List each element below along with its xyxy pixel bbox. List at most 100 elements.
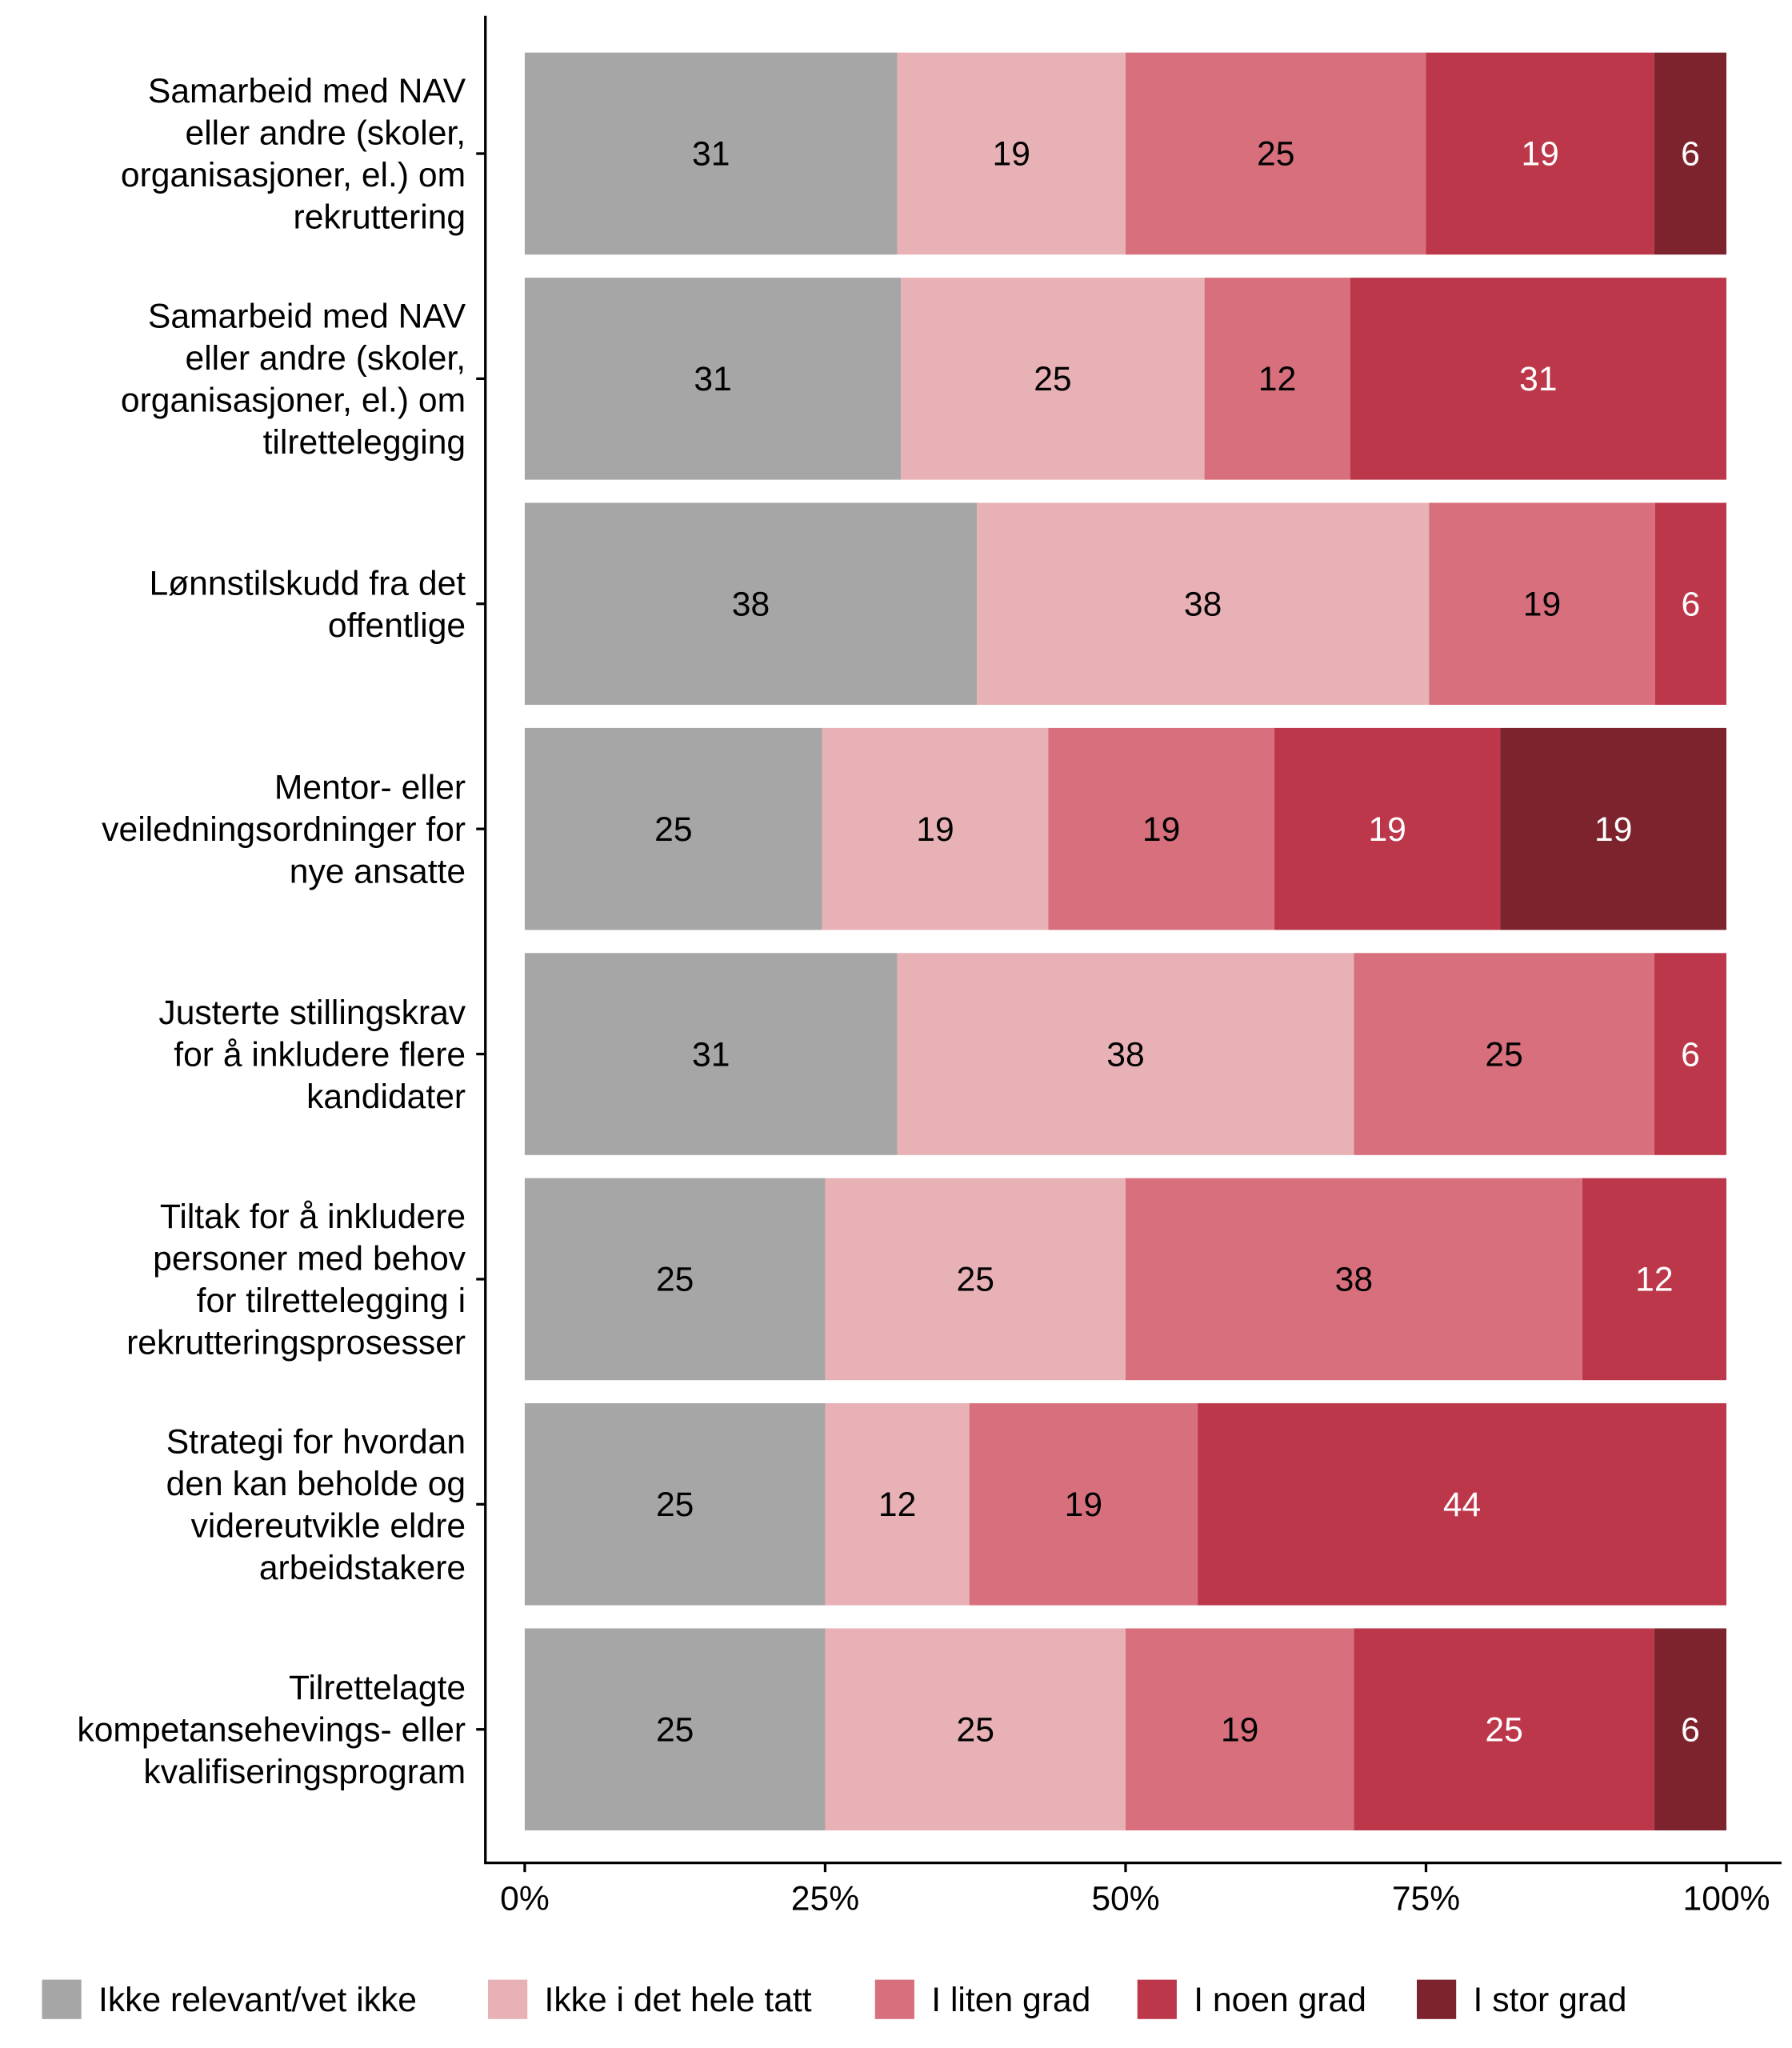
bar-segment xyxy=(1048,727,1274,930)
data-label: 6 xyxy=(1682,586,1701,624)
data-label: 12 xyxy=(1635,1261,1673,1299)
data-label: 31 xyxy=(692,135,730,174)
bar-segment xyxy=(524,1628,826,1830)
category-label: rekruttering xyxy=(294,198,466,236)
bar-segment xyxy=(1354,953,1654,1155)
category-label: for tilrettelegging i xyxy=(197,1282,466,1320)
bar-segment xyxy=(1350,278,1727,480)
category-label: veiledningsordninger for xyxy=(102,810,466,849)
legend-swatch xyxy=(488,1979,528,2019)
bar-segment xyxy=(1125,1628,1354,1830)
data-label: 19 xyxy=(1521,135,1558,174)
data-label: 38 xyxy=(1184,586,1222,624)
category-label: den kan beholde og xyxy=(166,1465,466,1503)
category-label: Mentor- eller xyxy=(274,768,466,806)
data-label: 19 xyxy=(993,135,1030,174)
bar-segment xyxy=(897,52,1126,255)
bar-segment xyxy=(524,953,898,1155)
x-axis-ticks: 0% 25% 50% 75% 100% xyxy=(500,1862,1770,1918)
bar-segment xyxy=(524,1403,826,1606)
x-tick-label: 100% xyxy=(1682,1880,1770,1918)
category-label: organisasjoner, el.) om xyxy=(121,381,466,419)
category-label: Strategi for hvordan xyxy=(166,1422,466,1461)
data-label: 25 xyxy=(656,1261,694,1299)
data-label: 25 xyxy=(656,1486,694,1524)
category-label: nye ansatte xyxy=(290,852,466,890)
category-label: Justerte stillingskrav xyxy=(158,994,466,1032)
bar-segment xyxy=(969,1403,1198,1606)
data-label: 19 xyxy=(1594,810,1632,849)
bar-segment xyxy=(1354,1628,1654,1830)
category-label: Tiltak for å inkludere xyxy=(160,1198,466,1236)
x-tick-label: 50% xyxy=(1091,1880,1159,1918)
bar-segment xyxy=(901,278,1205,480)
data-label: 31 xyxy=(1519,360,1557,398)
category-label: eller andre (skoler, xyxy=(185,339,466,378)
category-label: tilrettelegging xyxy=(263,423,466,462)
category-label: organisasjoner, el.) om xyxy=(121,156,466,194)
data-label: 19 xyxy=(1065,1486,1102,1524)
x-tick-label: 0% xyxy=(500,1880,550,1918)
legend-swatch xyxy=(874,1979,914,2019)
category-label: Tilrettelagte xyxy=(289,1669,466,1707)
data-label: 25 xyxy=(654,810,692,849)
bar-segment xyxy=(1429,502,1655,706)
category-label: arbeidstakere xyxy=(259,1549,466,1587)
bar-segment xyxy=(1125,52,1426,255)
data-label: 31 xyxy=(694,360,731,398)
bar-segment xyxy=(1582,1178,1727,1381)
data-label: 25 xyxy=(656,1710,694,1749)
legend-swatch xyxy=(1417,1979,1457,2019)
bar-segment xyxy=(897,953,1354,1155)
bar-segment xyxy=(524,1178,826,1381)
category-label: kvalifiseringsprogram xyxy=(143,1753,466,1791)
data-label: 38 xyxy=(732,586,770,624)
bar-segment xyxy=(825,1403,970,1606)
data-label: 31 xyxy=(692,1035,730,1074)
bar-segment xyxy=(1654,953,1727,1155)
legend-label: Ikke relevant/vet ikke xyxy=(98,1981,417,2019)
category-label: personer med behov xyxy=(153,1239,466,1278)
data-label: 19 xyxy=(916,810,954,849)
category-label: for å inkludere flere xyxy=(174,1035,466,1074)
data-label: 44 xyxy=(1443,1486,1481,1524)
data-label: 19 xyxy=(1523,586,1561,624)
data-label: 38 xyxy=(1106,1035,1144,1074)
x-tick-label: 25% xyxy=(791,1880,859,1918)
data-label: 19 xyxy=(1221,1710,1258,1749)
bar-segment xyxy=(1654,1628,1727,1830)
category-label: kompetansehevings- eller xyxy=(77,1710,466,1749)
legend-label: Ikke i det hele tatt xyxy=(545,1981,812,2019)
data-label: 6 xyxy=(1681,1710,1700,1749)
bar-segment xyxy=(1500,727,1727,930)
data-label: 25 xyxy=(956,1710,994,1749)
bar-segment xyxy=(977,502,1430,706)
category-label: eller andre (skoler, xyxy=(185,114,466,152)
legend-label: I liten grad xyxy=(931,1981,1090,2019)
data-label: 12 xyxy=(878,1486,916,1524)
category-label: Samarbeid med NAV xyxy=(148,297,466,335)
bar-segment xyxy=(1426,52,1654,255)
legend-label: I noen grad xyxy=(1194,1981,1366,2019)
category-label: Samarbeid med NAV xyxy=(148,72,466,110)
bar-segment xyxy=(1654,52,1727,255)
bar-segment xyxy=(1125,1178,1582,1381)
bar-segment xyxy=(1204,278,1350,480)
category-label: Lønnstilskudd fra det xyxy=(149,564,466,602)
data-label: 12 xyxy=(1258,360,1296,398)
data-label: 19 xyxy=(1368,810,1406,849)
category-label: offentlige xyxy=(328,606,466,645)
legend: Ikke relevant/vet ikke Ikke i det hele ta… xyxy=(42,1979,1626,2019)
bar-segment xyxy=(1274,727,1501,930)
data-label: 25 xyxy=(1485,1710,1522,1749)
data-label: 38 xyxy=(1335,1261,1373,1299)
data-label: 25 xyxy=(1034,360,1071,398)
bar-segment xyxy=(822,727,1049,930)
bar-segment xyxy=(524,52,898,255)
bar-segment xyxy=(825,1628,1126,1830)
data-label: 25 xyxy=(1485,1035,1522,1074)
data-label: 19 xyxy=(1142,810,1180,849)
data-label: 6 xyxy=(1681,1035,1700,1074)
